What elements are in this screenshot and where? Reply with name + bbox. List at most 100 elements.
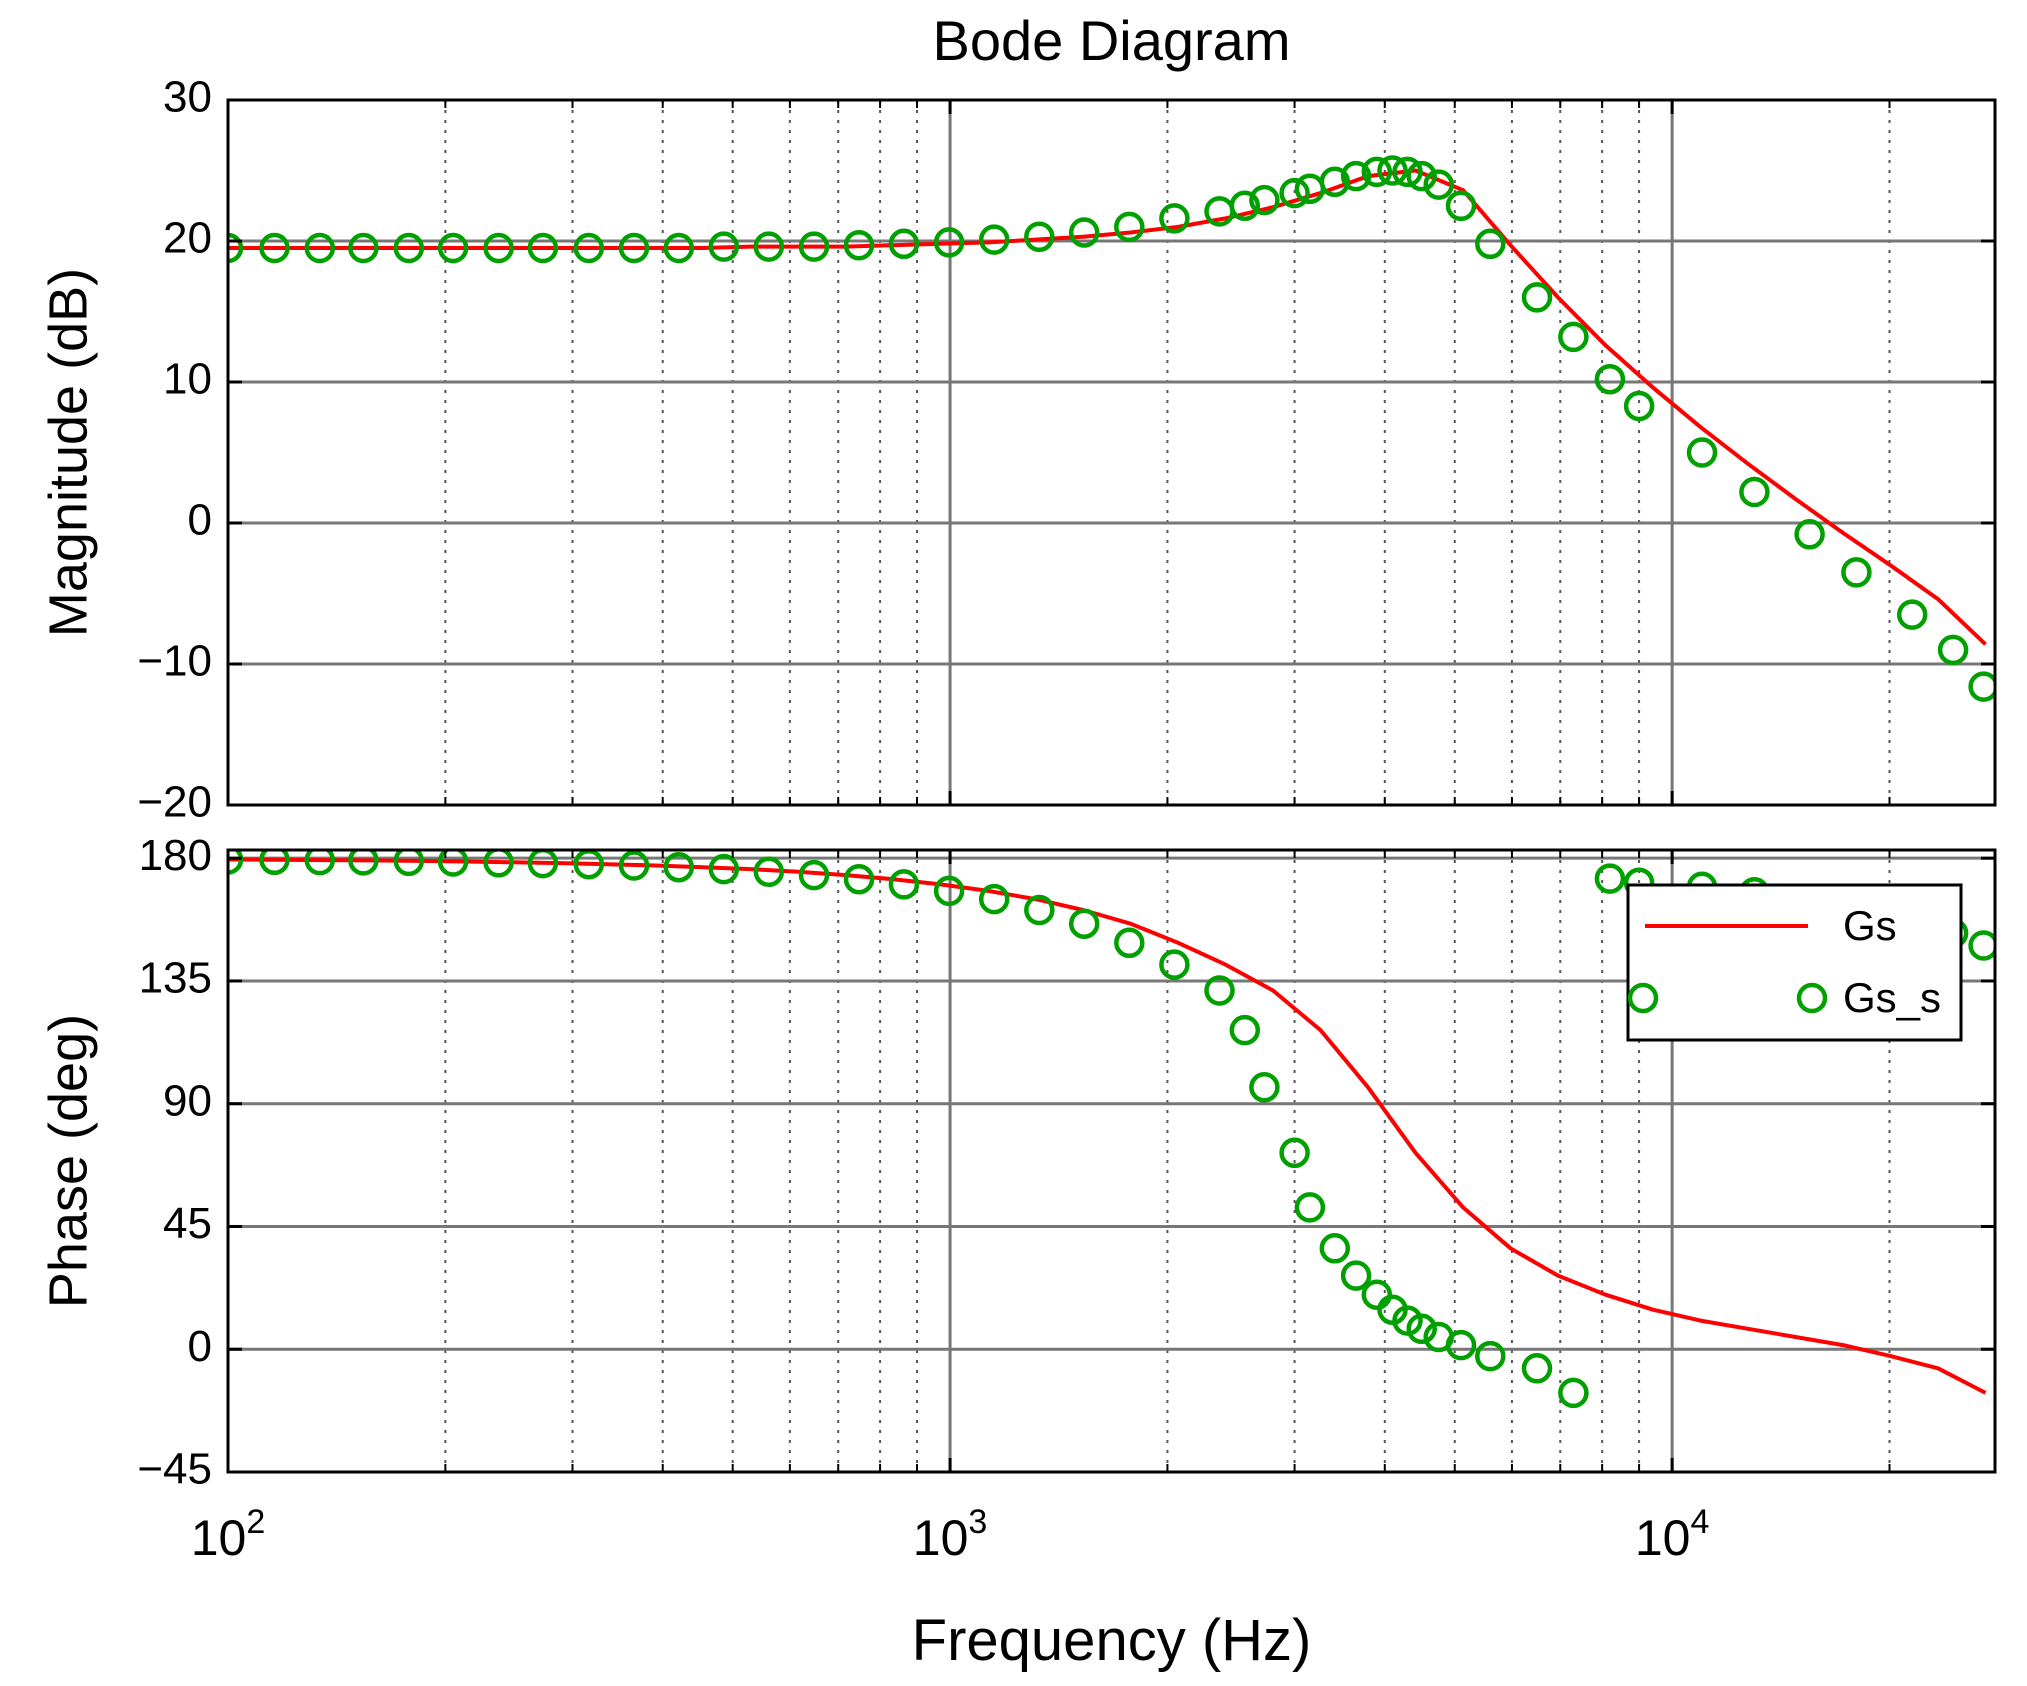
series-gs-s-marker [1937, 634, 1969, 666]
series-gs-line [228, 857, 1987, 1395]
legend-gs-s-label: Gs_s [1843, 974, 1941, 1021]
x-tick-label: 104 [1635, 1503, 1710, 1566]
x-tick-label: 102 [191, 1503, 266, 1566]
data-panel-2 [228, 850, 1995, 1409]
series-gs-s-marker [1279, 1137, 1310, 1169]
series-gs-s-marker [437, 850, 469, 877]
series-gs-s-marker [1159, 203, 1190, 234]
series-gs-s-marker [1968, 671, 1995, 702]
legend: Gs Gs_s [1626, 883, 1963, 1042]
series-gs-s-marker [798, 231, 830, 262]
series-gs-s-marker [1739, 476, 1770, 508]
y-tick-label: −20 [137, 778, 212, 827]
y-tick-label: 0 [188, 1322, 212, 1371]
series-gs-s-marker [663, 232, 695, 264]
series-gs-s-marker [978, 883, 1010, 915]
axes-box [226, 98, 1997, 807]
series-gs-s-marker [483, 232, 514, 264]
series-gs-s-marker [259, 232, 290, 264]
y-tick-label: 45 [163, 1199, 212, 1248]
legend-gs-s-marker-icon [1627, 982, 1659, 1014]
series-gs-s-marker [1204, 975, 1235, 1006]
series-gs-s-marker [1319, 1233, 1351, 1264]
series-gs-s-marker [348, 850, 379, 876]
series-gs-s-marker [1340, 160, 1372, 192]
y-tick-label: 10 [163, 355, 212, 404]
series-gs-s-marker [1229, 190, 1261, 222]
series-gs-s-marker [1361, 156, 1393, 188]
series-gs-s-marker [304, 232, 336, 264]
series-gs-s-marker [304, 850, 336, 876]
series-gs-s-marker [1024, 221, 1055, 253]
series-gs-s-marker [1068, 908, 1100, 939]
series-gs-s-marker [1594, 863, 1626, 894]
series-gs-s-marker [1068, 217, 1100, 248]
series-gs-s-marker [1114, 211, 1145, 243]
series-gs-s-marker [753, 856, 785, 888]
series-gs-s-marker [1475, 228, 1506, 260]
series-gs-s-marker [1423, 169, 1454, 200]
series-gs-s-marker [1392, 156, 1423, 188]
series-gs-s-marker [1594, 363, 1626, 395]
series-gs-s-marker [933, 227, 965, 258]
x-tick-label: 103 [913, 1503, 988, 1566]
y-tick-label: 30 [163, 73, 212, 122]
x-axis-label: Frequency (Hz) [912, 1608, 1312, 1673]
series-gs-s-marker [1377, 155, 1408, 186]
y-axis-label-1: Magnitude (dB) [38, 268, 98, 637]
series-gs-s-marker [1406, 1313, 1437, 1345]
series-gs-s-marker [527, 232, 559, 264]
series-gs-s-marker [1623, 390, 1655, 422]
series-gs-s-marker [1445, 190, 1477, 222]
series-gs-s-marker [1279, 177, 1310, 209]
series-gs-line [228, 168, 1987, 646]
legend-gs-s-marker-icon [1796, 982, 1828, 1014]
series-gs-s-marker [888, 869, 920, 900]
y-tick-label: −45 [137, 1445, 212, 1494]
series-gs-s-marker [618, 232, 650, 264]
series-gs-s-marker [259, 850, 290, 876]
series-gs-s-marker [1968, 930, 1995, 961]
series-gs-s-marker [437, 232, 469, 264]
series-gs-s-marker [393, 232, 425, 264]
series-gs-s-marker [798, 859, 830, 891]
series-gs-s-marker [1521, 282, 1553, 313]
series-gs-s-marker [978, 224, 1010, 255]
axes-frame-2 [226, 848, 1997, 1474]
y-tick-label: 180 [139, 831, 212, 880]
series-gs-s-marker [1445, 1329, 1477, 1361]
series-gs-s-marker [1294, 1192, 1326, 1223]
series-gs-s-marker [393, 850, 425, 877]
series-gs-s-marker [708, 853, 740, 885]
series-gs-s-marker [843, 229, 875, 261]
axes-box [226, 848, 1997, 1474]
series-gs-s-marker [708, 231, 740, 262]
series-gs-s-marker [1229, 1014, 1261, 1046]
series-gs-s-marker [843, 863, 875, 895]
series-gs-s-marker [1159, 949, 1190, 980]
series-gs-s-marker [618, 850, 650, 881]
series-gs-s-marker [1841, 557, 1872, 588]
grid-panel-1 [226, 98, 1995, 807]
series-gs-s-marker [573, 232, 605, 264]
series-gs-s-marker [1249, 184, 1280, 216]
y-tick-label: 135 [139, 954, 212, 1003]
y-tick-label: 20 [163, 214, 212, 263]
plot-area-1 [228, 100, 1995, 805]
series-gs-s-marker [1794, 519, 1825, 550]
y-tick-label: 90 [163, 1076, 212, 1125]
series-gs-s-marker [1686, 437, 1718, 468]
series-gs-s-marker [483, 850, 514, 878]
legend-gs-label: Gs [1843, 902, 1897, 949]
series-gs-s-marker [1319, 166, 1351, 198]
series-gs-s-marker [888, 228, 920, 260]
series-gs-s-marker [1558, 1377, 1589, 1409]
series-gs-s-marker [933, 875, 965, 907]
series-gs-s-marker [1406, 160, 1437, 192]
chart-title: Bode Diagram [933, 9, 1291, 72]
series-gs-s-marker [1475, 1340, 1506, 1372]
series-gs-s-marker [1249, 1072, 1280, 1103]
series-gs-s-marker [1896, 599, 1928, 630]
series-gs-s-marker [1558, 321, 1589, 353]
